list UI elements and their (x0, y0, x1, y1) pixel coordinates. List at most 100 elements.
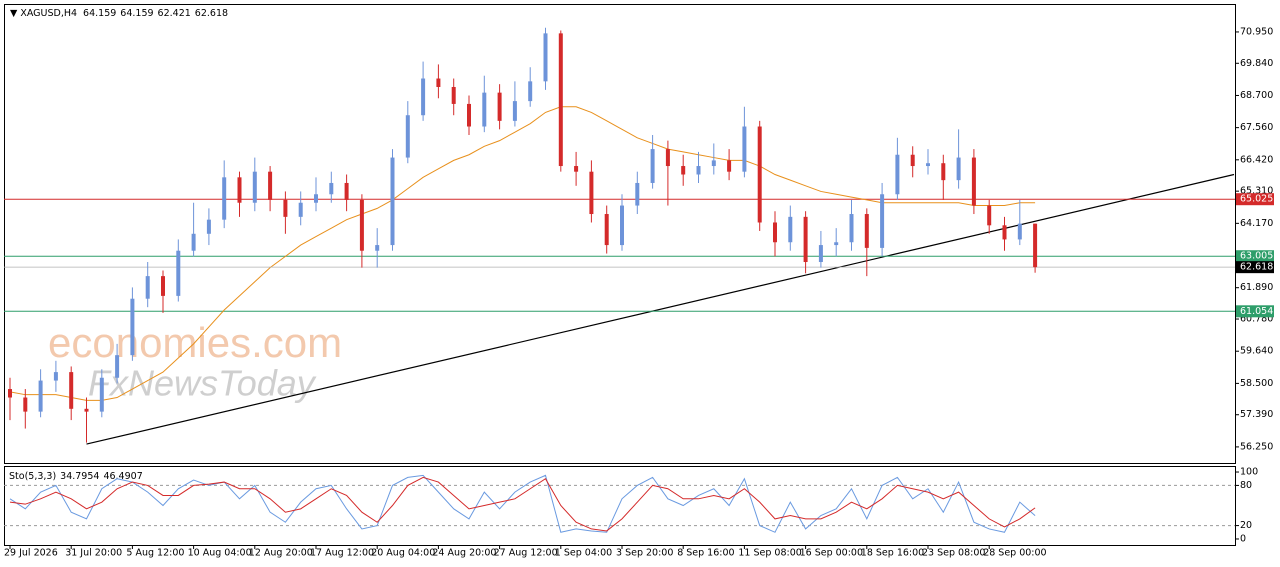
candle-body (864, 214, 869, 248)
candle-body (711, 160, 716, 167)
candle-body (283, 199, 288, 217)
candle-body (191, 233, 196, 251)
stoch-panel (4, 466, 1236, 546)
x-tick-label: 23 Sep 08:00 (922, 548, 985, 559)
level-label-box (1236, 305, 1274, 318)
candle-body (512, 101, 517, 121)
y-tick-label: 0 (1240, 533, 1246, 544)
high: 64.159 (120, 8, 153, 19)
level-label-box (1236, 193, 1274, 206)
candle-body (788, 216, 793, 243)
x-tick-label: 16 Sep 00:00 (800, 548, 863, 559)
candle-body (956, 157, 961, 181)
candle-body (834, 242, 839, 246)
candle-body (543, 33, 548, 82)
x-tick-label: 29 Jul 2026 (4, 548, 58, 559)
candle-body (681, 166, 686, 175)
candle-body (818, 245, 823, 263)
candle-body (359, 199, 364, 251)
y-tick-label: 60.780 (1240, 314, 1273, 325)
candle-body (38, 380, 43, 412)
x-tick-label: 11 Sep 08:00 (738, 548, 801, 559)
y-tick-label: 69.840 (1240, 58, 1273, 69)
candle-body (467, 103, 471, 127)
y-tick-label: 61.890 (1240, 282, 1273, 293)
candle-body (130, 298, 135, 356)
x-tick-label: 12 Aug 20:00 (249, 548, 313, 559)
candle-body (161, 276, 165, 296)
price-label: 62.618 (1240, 262, 1273, 273)
candle-body (926, 163, 930, 167)
candle-body (635, 182, 640, 206)
x-tick-label: 17 Aug 12:00 (310, 548, 374, 559)
x-tick-label: 24 Aug 20:00 (432, 548, 496, 559)
x-tick-label: 5 Aug 12:00 (126, 548, 184, 559)
y-tick-label: 59.640 (1240, 346, 1273, 357)
x-tick-label: 10 Aug 04:00 (188, 548, 252, 559)
y-tick-label: 80 (1240, 480, 1252, 491)
candle-body (23, 397, 28, 412)
candle-body (206, 219, 211, 234)
x-tick-label: 27 Aug 12:00 (494, 548, 558, 559)
candle-body (390, 157, 395, 246)
stoch-line (9, 474, 1036, 533)
x-tick-label: 8 Sep 16:00 (677, 548, 734, 559)
candle-body (145, 276, 150, 299)
x-tick-label: 28 Sep 00:00 (983, 548, 1046, 559)
x-tick-label: 1 Sep 04:00 (555, 548, 612, 559)
candle-body (1002, 225, 1007, 240)
candle-body (421, 78, 426, 116)
candle-body (987, 205, 992, 226)
level-label: 65.025 (1240, 194, 1273, 205)
y-tick-label: 20 (1240, 520, 1252, 531)
candle-body (375, 245, 380, 251)
candle-body (53, 372, 58, 381)
y-tick-label: 70.950 (1240, 26, 1273, 37)
candle-body (115, 355, 120, 378)
candle-body (757, 126, 762, 223)
x-tick-label: 20 Aug 04:00 (371, 548, 435, 559)
candle-body (589, 171, 594, 215)
y-tick-label: 56.250 (1240, 441, 1273, 452)
candle-body (665, 149, 670, 167)
candle-body (773, 222, 777, 243)
stoch-title: Sto(5,3,3) (9, 471, 56, 482)
candle-body (69, 372, 74, 409)
candle-body (742, 126, 747, 172)
candle-body (1033, 223, 1038, 268)
candle-body (252, 171, 257, 203)
candle-body (405, 115, 410, 158)
candle-body (344, 182, 349, 200)
candle-body (1017, 223, 1022, 240)
candle-body (528, 81, 533, 102)
low: 62.421 (158, 8, 191, 19)
candle-body (497, 92, 502, 121)
close: 62.618 (195, 8, 228, 19)
candle-body (222, 177, 227, 220)
trendline (86, 173, 1235, 445)
candle-body (696, 166, 701, 175)
candle-body (268, 171, 273, 200)
y-tick-label: 66.420 (1240, 154, 1273, 165)
candle-body (176, 250, 181, 296)
y-tick-label: 67.560 (1240, 122, 1273, 133)
arrow: ▼ (10, 8, 20, 19)
candle-body (84, 408, 89, 412)
candle-body (436, 78, 441, 87)
level-label: 61.054 (1240, 306, 1273, 317)
level-label: 63.005 (1240, 251, 1273, 262)
y-tick-label: 100 (1240, 467, 1258, 478)
candle-body (237, 177, 242, 203)
y-tick-label: 68.700 (1240, 90, 1273, 101)
stoch-line (9, 476, 1036, 532)
candle-body (971, 157, 976, 206)
y-tick-label: 58.500 (1240, 378, 1273, 389)
x-tick-label: 18 Sep 16:00 (861, 548, 924, 559)
candle-body (880, 194, 885, 248)
moving-average (9, 106, 1036, 401)
candle-body (941, 163, 946, 181)
candle-body (727, 160, 732, 172)
candle-body (574, 166, 579, 172)
candle-body (99, 377, 104, 412)
